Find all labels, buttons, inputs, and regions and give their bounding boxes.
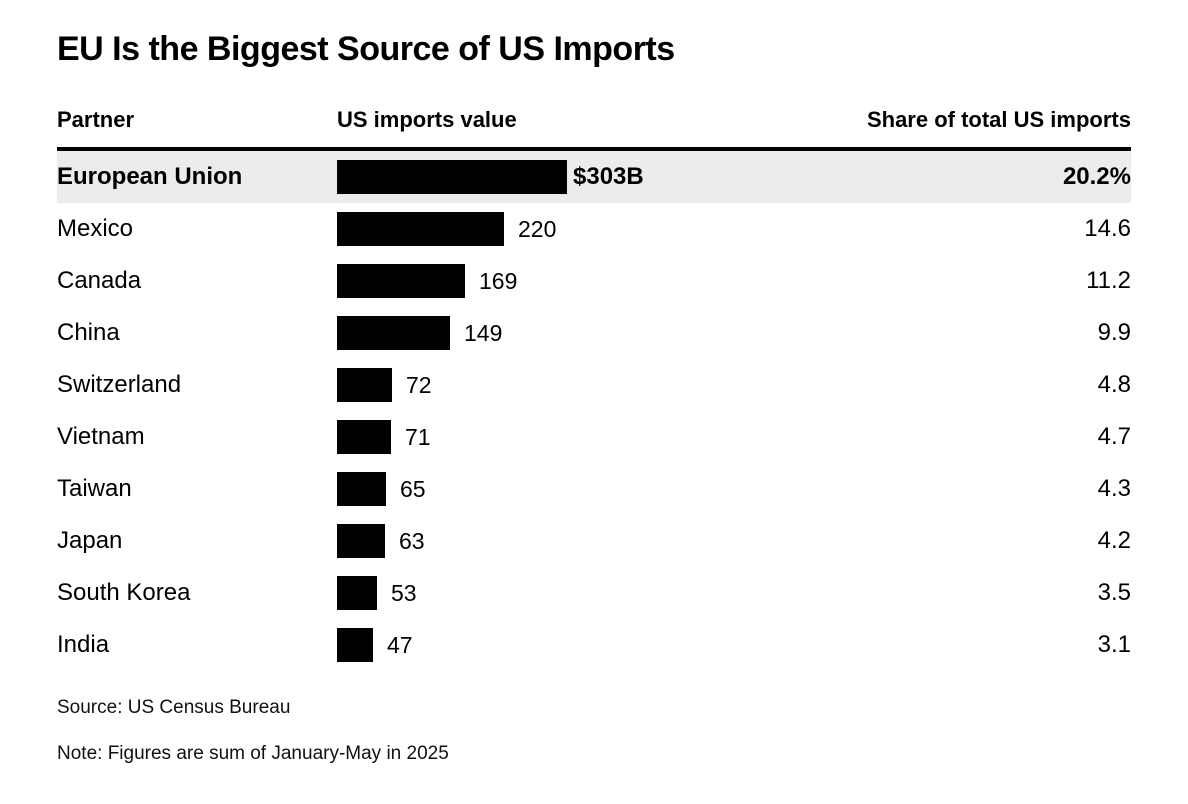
table-row: Japan 63 4.2 — [57, 515, 1131, 567]
chart-title: EU Is the Biggest Source of US Imports — [57, 30, 675, 68]
table-row: India 47 3.1 — [57, 619, 1131, 671]
import-value-bar — [337, 316, 450, 350]
chart-container: EU Is the Biggest Source of US Imports P… — [57, 30, 1131, 764]
share-label: 3.1 — [1097, 631, 1131, 658]
import-value-bar — [337, 160, 567, 194]
table-row: Mexico 220 14.6 — [57, 203, 1131, 255]
table-row: Taiwan 65 4.3 — [57, 463, 1131, 515]
table-row: China 149 9.9 — [57, 307, 1131, 359]
value-label: 63 — [399, 527, 425, 554]
header-partner: Partner — [57, 107, 135, 132]
share-label: 9.9 — [1097, 319, 1131, 346]
share-label: 3.5 — [1097, 579, 1131, 606]
import-value-bar — [337, 576, 377, 610]
table-row: Canada 169 11.2 — [57, 255, 1131, 307]
table-body: European Union $303B 20.2% Mexico 220 14… — [57, 151, 1131, 671]
note-text: Note: Figures are sum of January-May in … — [57, 743, 449, 764]
table-row: Vietnam 71 4.7 — [57, 411, 1131, 463]
share-label: 20.2% — [1062, 163, 1131, 190]
partner-label: China — [57, 319, 120, 346]
share-label: 11.2 — [1086, 267, 1131, 294]
partner-label: Mexico — [57, 215, 134, 242]
partner-label: South Korea — [57, 579, 191, 606]
value-label: 72 — [406, 371, 432, 398]
header-imports-value: US imports value — [337, 107, 517, 132]
value-label: 53 — [391, 579, 417, 606]
import-value-bar — [337, 420, 391, 454]
partner-label: Vietnam — [57, 423, 145, 450]
partner-label: Japan — [57, 527, 123, 554]
import-value-bar — [337, 472, 386, 506]
table-header: Partner US imports value Share of total … — [57, 107, 1131, 151]
share-label: 4.3 — [1097, 475, 1131, 502]
import-value-bar — [337, 524, 385, 558]
value-label: 220 — [518, 215, 557, 242]
value-label: 169 — [479, 267, 518, 294]
import-value-bar — [337, 368, 392, 402]
header-share: Share of total US imports — [866, 107, 1131, 132]
table-row: Switzerland 72 4.8 — [57, 359, 1131, 411]
value-label: 47 — [387, 631, 413, 658]
partner-label: European Union — [57, 163, 243, 190]
share-label: 4.8 — [1097, 371, 1131, 398]
partner-label: India — [57, 631, 110, 658]
share-label: 4.7 — [1097, 423, 1131, 450]
import-value-bar — [337, 264, 465, 298]
share-label: 14.6 — [1084, 215, 1131, 242]
value-label: 149 — [464, 319, 503, 346]
value-label: $303B — [573, 163, 644, 190]
partner-label: Taiwan — [57, 475, 132, 502]
import-value-bar — [337, 212, 504, 246]
source-text: Source: US Census Bureau — [57, 697, 291, 718]
value-label: 71 — [405, 423, 431, 450]
partner-label: Switzerland — [57, 371, 182, 398]
partner-label: Canada — [57, 267, 142, 294]
import-value-bar — [337, 628, 373, 662]
value-label: 65 — [400, 475, 426, 502]
table-row: European Union $303B 20.2% — [57, 151, 1131, 203]
table-row: South Korea 53 3.5 — [57, 567, 1131, 619]
share-label: 4.2 — [1097, 527, 1131, 554]
